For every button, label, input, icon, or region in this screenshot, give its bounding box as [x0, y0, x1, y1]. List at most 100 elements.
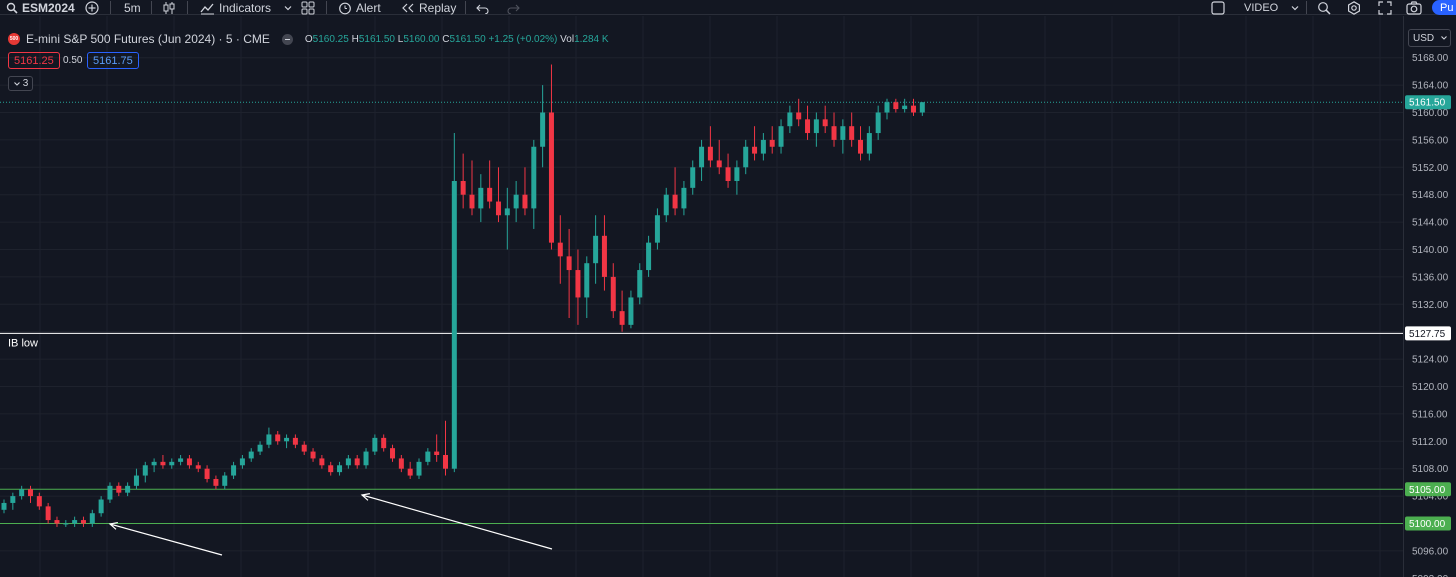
candle-body — [407, 468, 413, 476]
y-axis-tick-label: 5164.00 — [1412, 81, 1449, 92]
candle-body — [345, 458, 351, 466]
level-price-label: 5105.00 — [1409, 485, 1446, 496]
candle-body — [725, 167, 731, 181]
level-price-tag — [1405, 516, 1451, 531]
y-axis-tick-label: 5168.00 — [1412, 53, 1449, 64]
change-value: +1.25 (+0.02%) — [488, 33, 558, 45]
chevron-down-icon — [13, 81, 20, 86]
level-price-tag — [1405, 482, 1451, 497]
y-axis-tick-label: 5156.00 — [1412, 135, 1449, 146]
quick-search-button[interactable] — [1317, 0, 1331, 15]
open-value: 5160.25 — [312, 33, 349, 45]
toolbar-divider — [187, 1, 188, 14]
currency-label: USD — [1413, 32, 1435, 44]
publish-label: Pu — [1440, 1, 1454, 14]
candle-body — [80, 520, 86, 524]
candle-body — [354, 458, 360, 466]
candle-body — [89, 513, 95, 524]
candle-body — [363, 451, 369, 466]
y-axis-tick-label: 5104.00 — [1412, 492, 1449, 503]
level-price-tag — [1405, 326, 1451, 341]
candle-body — [752, 146, 758, 154]
settings-button[interactable] — [1347, 0, 1361, 15]
fullscreen-toggle[interactable] — [1211, 0, 1225, 15]
level-text: IB low — [8, 337, 38, 349]
chart-type-button[interactable] — [162, 0, 176, 15]
candle-body — [902, 105, 908, 110]
annotation-arrow — [109, 523, 223, 556]
candle-body — [133, 475, 139, 486]
undo-button[interactable] — [476, 0, 490, 15]
chevron-down-icon — [284, 5, 292, 10]
alert-label: Alert — [356, 0, 381, 15]
candle-body — [495, 201, 501, 216]
low-value: 5160.00 — [403, 33, 440, 45]
candle-body — [310, 451, 316, 459]
candle-body — [584, 263, 590, 298]
candle-body — [1, 502, 7, 510]
price-chart[interactable]: 5168.00 5164.00 5160.00 5156.00 5152.00 5148.… — [0, 16, 1456, 577]
candle-body — [796, 112, 802, 120]
y-axis-tick-label: 5092.00 — [1412, 574, 1449, 577]
candle-body — [63, 523, 69, 525]
symbol-logo: 500 — [8, 33, 20, 45]
indicators-collapse-button[interactable]: 3 — [8, 76, 33, 91]
candle-body — [716, 160, 722, 168]
sell-button[interactable]: 5161.25 — [8, 52, 60, 69]
candle-body — [19, 489, 25, 497]
redo-button[interactable] — [506, 0, 520, 15]
candle-body — [319, 458, 325, 466]
camera-icon — [1406, 0, 1422, 15]
currency-select[interactable]: USD — [1408, 29, 1451, 47]
candle-body — [787, 112, 793, 127]
video-label: VIDEO — [1244, 1, 1279, 14]
candle-body — [699, 146, 705, 168]
undo-icon — [476, 4, 489, 14]
replay-label: Replay — [419, 0, 457, 15]
buy-button[interactable]: 5161.75 — [87, 52, 139, 69]
video-button[interactable]: VIDEO — [1244, 0, 1300, 15]
square-icon — [1211, 0, 1225, 15]
search-icon — [6, 2, 18, 14]
candle-body — [646, 242, 652, 271]
candle-body — [540, 112, 546, 147]
candle-body — [195, 465, 201, 469]
alert-button[interactable]: Alert — [338, 0, 381, 15]
spread-value: 0.50 — [63, 55, 83, 66]
candle-body — [760, 139, 766, 154]
indicators-button[interactable]: Indicators — [200, 0, 293, 15]
candle-body — [381, 437, 387, 449]
interval-button[interactable]: 5m — [124, 0, 141, 15]
publish-button[interactable]: Pu — [1432, 0, 1456, 15]
symbol-title: E-mini S&P 500 Futures (Jun 2024) · 5 · … — [26, 32, 270, 46]
candle-body — [593, 235, 599, 264]
indicator-count: 3 — [22, 78, 29, 89]
candle-body — [548, 112, 554, 243]
plus-circle-icon — [85, 0, 99, 15]
candle-body — [690, 167, 696, 188]
candle-body — [292, 437, 298, 445]
fullscreen-button[interactable] — [1378, 0, 1392, 15]
symbol-search[interactable]: ESM2024 — [6, 0, 75, 15]
candle-body — [884, 102, 890, 113]
candle-body — [72, 520, 78, 524]
chevron-down-icon — [1291, 5, 1299, 10]
candle-body — [707, 146, 713, 161]
indicators-icon — [200, 3, 214, 14]
candle-body — [186, 458, 192, 466]
layouts-button[interactable] — [301, 0, 315, 15]
sell-price: 5161.25 — [14, 54, 54, 67]
compare-button[interactable] — [85, 0, 99, 15]
candle-body — [637, 270, 643, 298]
candle-body — [178, 458, 184, 462]
annotation-arrow-head — [360, 493, 370, 501]
high-value: 5161.50 — [358, 33, 395, 45]
snapshot-button[interactable] — [1406, 0, 1422, 15]
candle-body — [248, 451, 254, 459]
candle-body — [36, 496, 42, 507]
replay-button[interactable]: Replay — [401, 0, 456, 15]
y-axis-tick-label: 5160.00 — [1412, 108, 1449, 119]
candle-body — [434, 451, 440, 455]
legend-menu-icon[interactable] — [281, 33, 293, 45]
candle-body — [734, 167, 740, 181]
